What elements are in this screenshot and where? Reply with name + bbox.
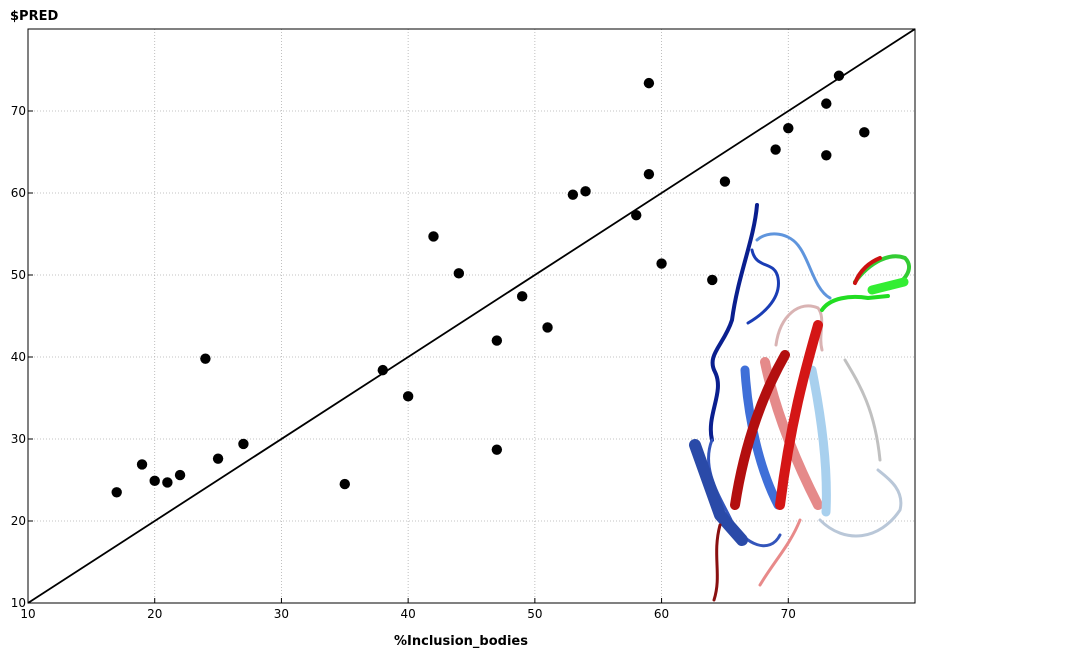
- grid-lines: [28, 29, 915, 603]
- data-point: [542, 322, 553, 333]
- data-point: [516, 291, 528, 302]
- data-point: [402, 391, 414, 402]
- data-point: [783, 123, 794, 134]
- protein-ribbon-inset: [689, 203, 911, 602]
- plot-frame: [27, 28, 916, 604]
- data-point: [111, 487, 122, 498]
- data-point: [656, 258, 667, 269]
- x-tick-label: 60: [654, 607, 669, 621]
- data-point: [212, 453, 224, 464]
- data-point: [631, 209, 642, 221]
- y-tick-label: 20: [11, 514, 26, 528]
- x-tick-label: 40: [401, 607, 416, 621]
- data-point: [719, 176, 731, 187]
- data-point: [491, 335, 503, 346]
- data-point: [428, 231, 439, 242]
- x-tick-label: 10: [20, 607, 35, 621]
- y-tick-label: 60: [11, 186, 26, 200]
- y-tick-label: 10: [11, 596, 26, 610]
- data-point: [821, 150, 832, 161]
- data-point: [149, 475, 160, 487]
- data-point: [833, 70, 845, 81]
- y-tick-label: 70: [11, 104, 26, 118]
- data-point: [770, 144, 781, 155]
- data-point: [707, 274, 718, 286]
- x-tick-label: 70: [781, 607, 796, 621]
- y-tick-label: 50: [11, 268, 26, 282]
- data-point: [859, 127, 870, 138]
- data-point: [339, 478, 350, 490]
- data-point: [174, 469, 186, 481]
- data-point: [136, 459, 148, 470]
- x-tick-label: 30: [274, 607, 289, 621]
- x-axis-label: %Inclusion_bodies: [394, 634, 528, 649]
- data-point: [491, 444, 503, 455]
- data-point: [643, 168, 655, 180]
- data-point: [238, 438, 249, 450]
- data-point: [580, 186, 591, 197]
- data-point: [821, 98, 832, 109]
- y-tick-label: 40: [11, 350, 26, 364]
- data-point: [643, 77, 655, 89]
- data-point: [162, 477, 173, 488]
- data-point: [377, 364, 388, 376]
- diagonal-reference-line: [27, 28, 916, 604]
- x-axis-ticks: 10 20 30 40 50 60 70: [20, 598, 796, 621]
- data-point: [200, 353, 211, 364]
- data-points: [111, 70, 870, 498]
- y-tick-label: 30: [11, 432, 26, 446]
- data-point: [567, 189, 579, 200]
- y-axis-label: $PRED: [10, 9, 58, 24]
- reference-line: [27, 28, 916, 604]
- data-point: [453, 268, 465, 279]
- y-axis-ticks: 10 20 30 40 50 60 70: [11, 104, 33, 610]
- x-tick-label: 20: [147, 607, 162, 621]
- x-tick-label: 50: [527, 607, 542, 621]
